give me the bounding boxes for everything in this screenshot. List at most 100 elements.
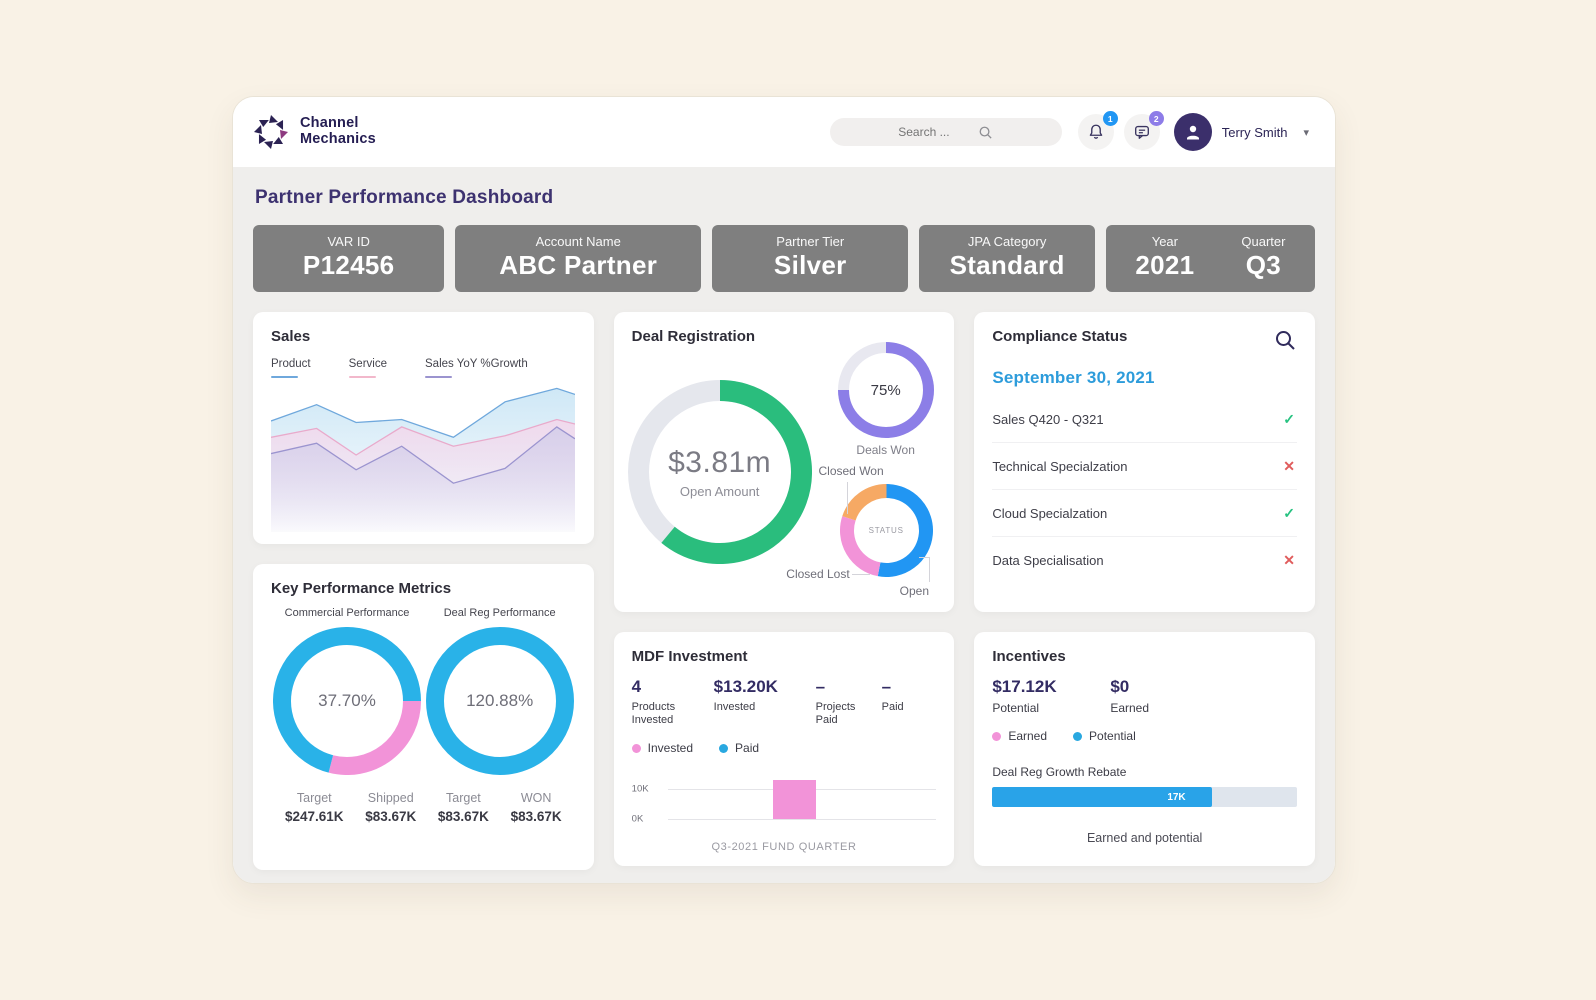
compliance-search-icon[interactable] bbox=[1273, 328, 1297, 352]
chevron-down-icon[interactable]: ▾ bbox=[1303, 126, 1309, 139]
tab-service[interactable]: Service bbox=[348, 358, 387, 378]
kpm-stats-row: Target $247.61K Shipped $83.67K Target $… bbox=[271, 791, 576, 824]
app-window: Channel Mechanics 1 bbox=[232, 96, 1336, 884]
mdf-stat-projects-paid: – Projects Paid bbox=[815, 677, 856, 727]
sales-tabs: Product Service Sales YoY %Growth bbox=[271, 358, 576, 378]
gridline-0k bbox=[667, 819, 937, 821]
deal-reg-performance-value: 120.88% bbox=[466, 691, 534, 710]
jpa-category-value: Standard bbox=[949, 250, 1065, 280]
rebate-progress-value: 17K bbox=[1167, 791, 1186, 803]
gridline-10k-label: 10K bbox=[631, 783, 649, 795]
legend-potential: Potential bbox=[1073, 729, 1136, 743]
status-donut: STATUS bbox=[839, 484, 933, 577]
brand-name: Channel Mechanics bbox=[300, 115, 376, 147]
jpa-category-card: JPA Category Standard bbox=[919, 225, 1095, 292]
year-quarter-card: Year 2021 Quarter Q3 bbox=[1105, 225, 1315, 292]
notifications-button[interactable]: 1 bbox=[1077, 111, 1118, 150]
year-value: 2021 bbox=[1135, 250, 1195, 280]
closed-lost-label: Closed Lost bbox=[786, 567, 850, 581]
rebate-label: Deal Reg Growth Rebate bbox=[992, 765, 1127, 779]
key-performance-metrics-card: Key Performance Metrics Commercial Perfo… bbox=[253, 564, 594, 870]
commercial-performance-value: 37.70% bbox=[318, 691, 376, 710]
compliance-status-icon: ✓ bbox=[1283, 504, 1295, 521]
var-id-label: VAR ID bbox=[327, 234, 370, 249]
chat-icon bbox=[1134, 125, 1149, 139]
mdf-investment-card: MDF Investment 4 Products Invested $13.2… bbox=[613, 632, 955, 866]
mdf-title: MDF Investment bbox=[631, 648, 748, 665]
partner-tier-value: Silver bbox=[773, 250, 847, 280]
var-id-card: VAR ID P12456 bbox=[253, 225, 445, 292]
quarter-value: Q3 bbox=[1245, 250, 1282, 280]
sales-title: Sales bbox=[271, 328, 311, 345]
account-name-value: ABC Partner bbox=[499, 250, 658, 280]
account-name-label: Account Name bbox=[535, 234, 621, 249]
incentives-card: Incentives $17.12K Potential $0 Earned bbox=[974, 632, 1315, 866]
tab-growth-underline bbox=[425, 376, 452, 378]
kpm-title: Key Performance Metrics bbox=[271, 580, 452, 597]
sales-card: Sales Product Service Sales YoY %Growth bbox=[253, 312, 594, 544]
legend-earned: Earned bbox=[992, 729, 1047, 743]
quarter-block: Quarter Q3 bbox=[1241, 234, 1285, 281]
summary-cards-row: VAR ID P12456 Account Name ABC Partner P… bbox=[253, 225, 1315, 292]
open-label: Open bbox=[899, 584, 930, 598]
deal-registration-title: Deal Registration bbox=[631, 328, 756, 345]
invested-dot bbox=[631, 743, 641, 753]
compliance-title: Compliance Status bbox=[992, 328, 1128, 345]
earned-dot bbox=[992, 731, 1002, 741]
deal-registration-card: Deal Registration $3.81m Open Amount 75%… bbox=[613, 312, 955, 612]
user-avatar[interactable] bbox=[1173, 113, 1212, 151]
mdf-stat-products-invested: 4 Products Invested bbox=[631, 677, 676, 727]
closed-lost-leader-line bbox=[851, 574, 870, 575]
potential-dot bbox=[1073, 731, 1083, 741]
commercial-performance-gauge: Commercial Performance 37.70% bbox=[273, 607, 421, 775]
kpm-stat-won: WON $83.67K bbox=[510, 791, 562, 824]
search-input[interactable] bbox=[898, 125, 969, 139]
gridline-0k-label: 0K bbox=[631, 813, 644, 825]
user-name: Terry Smith bbox=[1221, 124, 1288, 140]
open-amount-label: Open Amount bbox=[679, 483, 760, 499]
notifications-badge: 1 bbox=[1102, 111, 1118, 126]
mdf-bar-chart: 10K 0K bbox=[632, 769, 937, 829]
tab-sales-yoy-growth[interactable]: Sales YoY %Growth bbox=[425, 358, 528, 378]
person-icon bbox=[1186, 125, 1199, 140]
deal-reg-performance-donut bbox=[425, 627, 574, 775]
compliance-list: Sales Q420 - Q321 ✓ Technical Specialzat… bbox=[992, 396, 1297, 583]
jpa-category-label: JPA Category bbox=[967, 234, 1047, 249]
year-block: Year 2021 bbox=[1135, 234, 1194, 281]
mdf-stat-invested: $13.20K Invested bbox=[713, 677, 778, 713]
mdf-stat-paid: – Paid bbox=[881, 677, 904, 713]
quarter-label: Quarter bbox=[1241, 234, 1286, 249]
partner-tier-card: Partner Tier Silver bbox=[712, 225, 909, 292]
compliance-status-icon: ✓ bbox=[1283, 410, 1295, 427]
tab-product-underline bbox=[271, 376, 298, 378]
open-amount-value: $3.81m bbox=[668, 445, 772, 479]
incentives-stat-earned: $0 Earned bbox=[1110, 677, 1150, 715]
mdf-invested-bar bbox=[772, 779, 816, 820]
open-leader-line-v bbox=[928, 557, 930, 582]
messages-button[interactable]: 2 bbox=[1123, 111, 1164, 150]
compliance-date: September 30, 2021 bbox=[992, 368, 1155, 387]
page-title: Partner Performance Dashboard bbox=[255, 187, 554, 208]
kpm-stat-target-commercial: Target $247.61K bbox=[285, 791, 344, 824]
year-label: Year bbox=[1151, 234, 1178, 249]
compliance-status-card: Compliance Status September 30, 2021 Sal… bbox=[974, 312, 1315, 612]
open-amount-donut: $3.81m Open Amount bbox=[627, 380, 812, 564]
brand-logo: Channel Mechanics bbox=[251, 112, 376, 152]
closed-won-label: Closed Won bbox=[818, 464, 884, 478]
account-name-card: Account Name ABC Partner bbox=[455, 225, 702, 292]
incentives-stats-row: $17.12K Potential $0 Earned bbox=[992, 677, 1297, 715]
tab-product[interactable]: Product bbox=[271, 358, 311, 378]
deal-reg-performance-gauge: Deal Reg Performance 120.88% bbox=[425, 607, 574, 775]
sales-area-chart bbox=[270, 387, 576, 532]
compliance-item: Cloud Specialzation ✓ bbox=[992, 490, 1297, 537]
var-id-value: P12456 bbox=[302, 250, 395, 280]
paid-dot bbox=[719, 743, 729, 753]
mdf-stats-row: 4 Products Invested $13.20K Invested – P… bbox=[632, 677, 937, 727]
rebate-progress-track: 17K bbox=[992, 787, 1297, 807]
compliance-item: Technical Specialzation ✕ bbox=[992, 443, 1297, 490]
commercial-performance-donut bbox=[273, 627, 421, 775]
mdf-axis-label: Q3-2021 FUND QUARTER bbox=[711, 841, 857, 854]
compliance-item: Data Specialisation ✕ bbox=[992, 551, 1295, 568]
deals-won-value: 75% bbox=[870, 381, 901, 399]
search-bar[interactable] bbox=[829, 118, 1062, 146]
